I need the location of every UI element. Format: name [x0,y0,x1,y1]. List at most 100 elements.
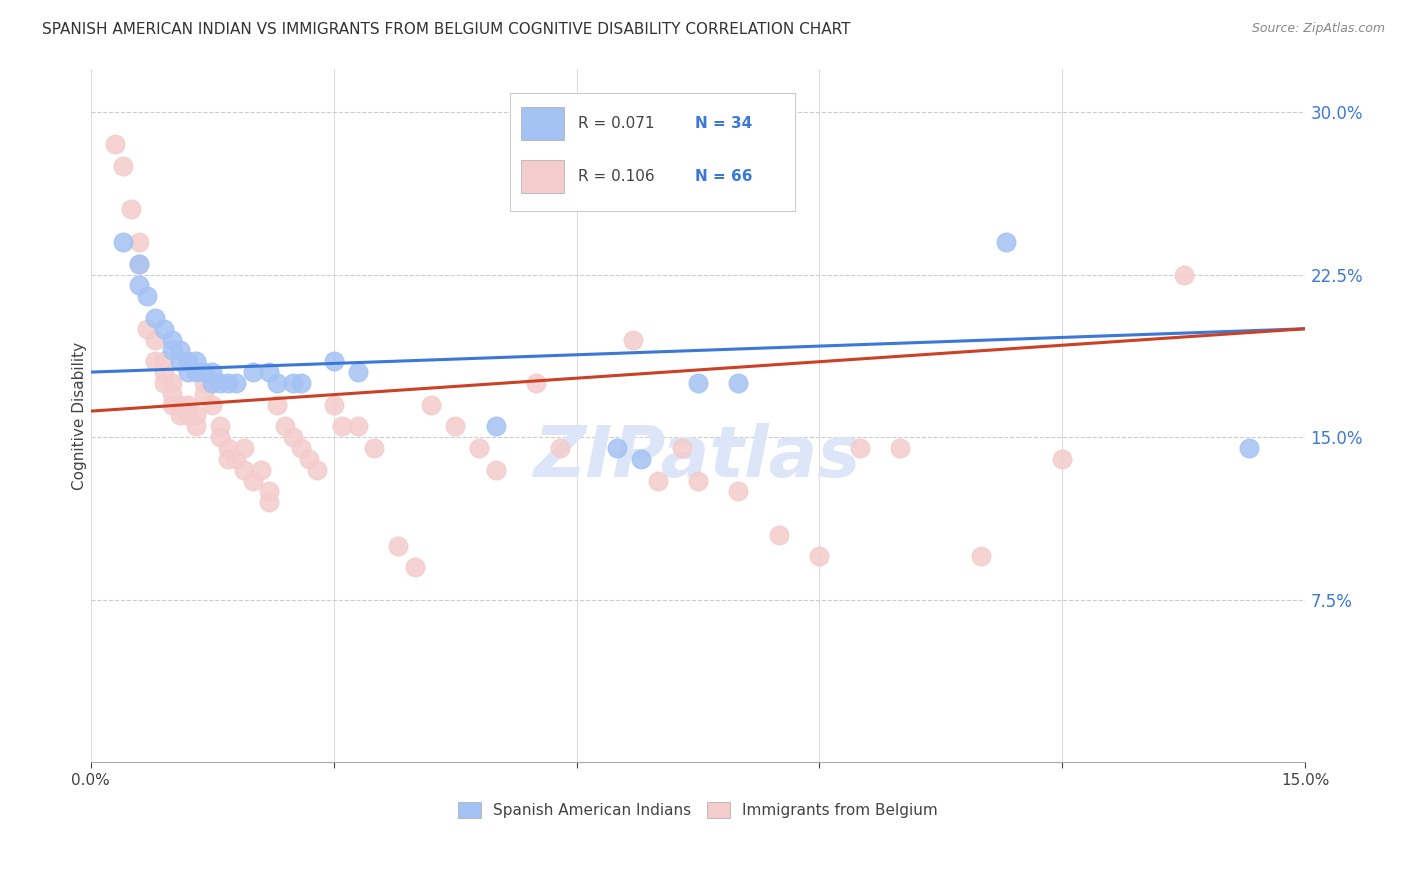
Point [152,376,174,390]
Point [217,376,239,390]
Point [184,419,207,434]
Point [193,365,215,379]
Point [152,365,174,379]
Point [111,235,134,249]
Point [1052,451,1074,466]
Point [233,463,256,477]
Point [201,365,224,379]
Point [217,451,239,466]
Point [145,333,167,347]
Point [524,376,547,390]
Point [484,463,506,477]
Point [128,278,150,293]
Point [160,376,183,390]
Point [647,474,669,488]
Point [201,376,224,390]
Point [160,386,183,401]
Point [128,235,150,249]
Point [1237,441,1260,455]
Point [209,430,232,444]
Point [160,343,183,358]
Legend: Spanish American Indians, Immigrants from Belgium: Spanish American Indians, Immigrants fro… [453,796,943,824]
Point [550,441,572,455]
Point [120,202,142,217]
Point [671,441,693,455]
Point [136,322,159,336]
Point [257,495,280,509]
Point [225,376,247,390]
Point [128,257,150,271]
Point [387,539,409,553]
Point [419,398,441,412]
Point [849,441,872,455]
Point [444,419,467,434]
Text: ZIPatlas: ZIPatlas [534,423,862,491]
Point [184,409,207,423]
Point [209,376,232,390]
Point [330,419,353,434]
Point [104,137,127,152]
Point [621,333,644,347]
Point [606,441,628,455]
Point [184,354,207,368]
Point [152,322,174,336]
Point [970,549,993,564]
Point [808,549,831,564]
Point [484,419,506,434]
Point [363,441,385,455]
Y-axis label: Cognitive Disability: Cognitive Disability [72,342,87,490]
Point [242,474,264,488]
Point [274,419,297,434]
Point [177,354,200,368]
Point [307,463,329,477]
Point [169,343,191,358]
Point [322,354,344,368]
Point [768,527,790,541]
Point [160,333,183,347]
Point [630,451,652,466]
Point [136,289,159,303]
Point [217,441,239,455]
Point [298,451,321,466]
Point [184,365,207,379]
Point [468,441,491,455]
Point [160,398,183,412]
Point [1173,268,1195,282]
Point [257,484,280,499]
Point [257,365,280,379]
Point [727,376,749,390]
Point [249,463,271,477]
Point [193,376,215,390]
Point [177,365,200,379]
Point [145,310,167,325]
Point [169,398,191,412]
Point [686,376,709,390]
Point [177,398,200,412]
Point [290,441,312,455]
Point [322,398,344,412]
Point [589,137,612,152]
Point [201,398,224,412]
Point [994,235,1017,249]
Point [347,419,370,434]
Point [290,376,312,390]
Point [281,430,304,444]
Point [145,354,167,368]
Point [281,376,304,390]
Point [889,441,911,455]
Point [686,474,709,488]
Point [266,398,288,412]
Text: Source: ZipAtlas.com: Source: ZipAtlas.com [1251,22,1385,36]
Point [266,376,288,390]
Point [209,419,232,434]
Point [128,257,150,271]
Point [152,354,174,368]
Point [242,365,264,379]
Point [347,365,370,379]
Text: SPANISH AMERICAN INDIAN VS IMMIGRANTS FROM BELGIUM COGNITIVE DISABILITY CORRELAT: SPANISH AMERICAN INDIAN VS IMMIGRANTS FR… [42,22,851,37]
Point [169,354,191,368]
Point [727,484,749,499]
Point [193,386,215,401]
Point [233,441,256,455]
Point [177,409,200,423]
